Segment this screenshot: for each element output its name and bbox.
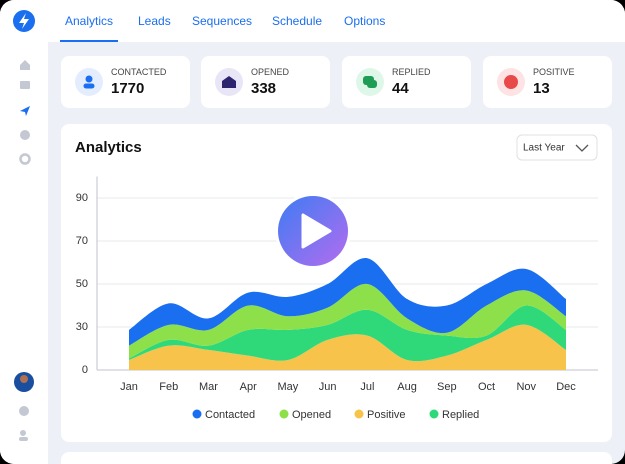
avatar-face bbox=[20, 375, 28, 383]
tab[interactable]: Schedule bbox=[272, 14, 323, 28]
x-tick-label: Dec bbox=[556, 381, 576, 393]
x-tick-label: Aug bbox=[397, 381, 417, 393]
top-nav: Analytics Leads Sequences Schedule Optio… bbox=[48, 0, 625, 42]
stat-value: 1770 bbox=[111, 80, 145, 97]
stat-card: POSITIVE 13 bbox=[483, 56, 612, 108]
legend-label: Replied bbox=[442, 409, 479, 421]
area-segment bbox=[129, 283, 566, 359]
x-tick-label: Feb bbox=[159, 381, 178, 393]
play-button[interactable] bbox=[275, 193, 351, 269]
area-segment bbox=[129, 258, 566, 346]
chart-title: Analytics bbox=[75, 139, 142, 156]
legend-swatch bbox=[279, 409, 289, 419]
dropdown-chevron bbox=[575, 144, 589, 152]
tab[interactable]: Analytics bbox=[65, 14, 114, 28]
stat-card: OPENED 338 bbox=[201, 56, 330, 108]
dropdown-label: Last Year bbox=[523, 143, 565, 154]
settings-icon[interactable] bbox=[19, 153, 31, 165]
stat-value: 338 bbox=[251, 80, 277, 97]
sidebar-icons bbox=[13, 10, 35, 441]
legend-swatch bbox=[192, 409, 202, 419]
y-tick-label: 90 bbox=[76, 192, 88, 204]
tab[interactable]: Leads bbox=[138, 14, 171, 28]
play-triangle bbox=[301, 213, 332, 249]
chart-icon[interactable] bbox=[20, 130, 30, 140]
y-tick-label: 0 bbox=[82, 364, 88, 376]
legend-swatch bbox=[354, 409, 364, 419]
card bbox=[61, 452, 612, 464]
logo-bolt bbox=[19, 13, 29, 29]
stat-icon bbox=[215, 68, 243, 96]
legend-label: Contacted bbox=[205, 409, 255, 421]
y-tick-label: 30 bbox=[76, 321, 88, 333]
send-icon[interactable] bbox=[20, 106, 30, 116]
legend-label: Positive bbox=[367, 409, 406, 421]
areas bbox=[129, 258, 566, 370]
x-tick-label: Oct bbox=[478, 381, 495, 393]
user-icon[interactable] bbox=[20, 430, 26, 436]
labels: 0 30 50 70 90 Jan Feb Mar Apr May Jun Jul Aug Sep Oct N… bbox=[76, 192, 577, 393]
stat-icon bbox=[497, 68, 525, 96]
x-tick-label: May bbox=[278, 381, 299, 393]
stat-value: 13 bbox=[533, 80, 550, 97]
active-tab-underline bbox=[60, 40, 118, 42]
stat-icon bbox=[75, 68, 103, 96]
x-tick-label: Apr bbox=[240, 381, 257, 393]
legend-swatch bbox=[429, 409, 439, 419]
sidebar bbox=[0, 0, 48, 464]
area-segment bbox=[129, 324, 566, 370]
legend-label: Opened bbox=[292, 409, 331, 421]
x-tick-label: Mar bbox=[199, 381, 218, 393]
mail-icon[interactable] bbox=[20, 81, 30, 89]
dropdown[interactable] bbox=[516, 134, 598, 161]
area-segment bbox=[129, 305, 566, 362]
stat-label: CONTACTED bbox=[111, 67, 167, 77]
x-tick-label: Sep bbox=[437, 381, 457, 393]
stat-label: REPLIED bbox=[392, 67, 431, 77]
x-tick-label: Jun bbox=[319, 381, 337, 393]
stat-value: 44 bbox=[392, 80, 409, 97]
stat-card: REPLIED 44 bbox=[342, 56, 471, 108]
stat-label: POSITIVE bbox=[533, 67, 575, 77]
help-icon[interactable] bbox=[19, 406, 29, 416]
stat-label: OPENED bbox=[251, 67, 290, 77]
x-tick-label: Jul bbox=[360, 381, 374, 393]
stat-icon bbox=[356, 68, 384, 96]
stat-card: CONTACTED 1770 bbox=[61, 56, 190, 108]
x-tick-label: Jan bbox=[120, 381, 138, 393]
home-icon[interactable] bbox=[20, 60, 30, 70]
user-icon-body bbox=[19, 437, 28, 441]
y-tick-label: 50 bbox=[76, 278, 88, 290]
y-tick-label: 70 bbox=[76, 235, 88, 247]
tab[interactable]: Sequences bbox=[192, 14, 253, 28]
tab[interactable]: Options bbox=[344, 14, 386, 28]
x-tick-label: Nov bbox=[516, 381, 536, 393]
legend: Contacted Opened Positive Replied bbox=[192, 409, 479, 421]
